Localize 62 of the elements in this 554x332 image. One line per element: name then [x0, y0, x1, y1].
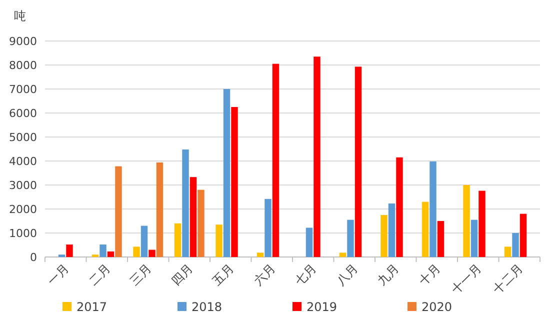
bar: [140, 226, 148, 257]
bar: [470, 220, 478, 257]
x-tick-label: 二月: [86, 261, 113, 288]
x-tick-label: 七月: [292, 261, 320, 288]
bar: [156, 162, 164, 257]
x-tick-label: 一月: [44, 261, 72, 288]
x-tick-label: 十月: [416, 261, 443, 288]
bar: [430, 161, 436, 257]
y-tick-label: 5000: [9, 131, 37, 144]
bar: [100, 244, 106, 257]
y-axis-title: 吨: [14, 9, 26, 23]
bar: [133, 246, 140, 257]
legend-label: 2017: [76, 300, 108, 314]
bar: [115, 166, 122, 257]
bar: [107, 251, 114, 257]
bar: [223, 89, 230, 257]
bar: [66, 244, 73, 257]
bar: [198, 190, 204, 257]
x-tick-label: 四月: [168, 261, 196, 288]
x-tick-label: 三月: [127, 261, 154, 288]
bar: [231, 107, 238, 257]
y-tick-label: 0: [30, 251, 37, 264]
bar: [347, 220, 354, 257]
bar: [504, 246, 512, 257]
bar: [174, 223, 182, 257]
bar: [306, 228, 313, 257]
bar: [422, 202, 429, 257]
y-tick-label: 2000: [9, 203, 37, 216]
bar: [512, 233, 519, 257]
bar: [272, 64, 280, 257]
bar: [437, 221, 444, 257]
legend-label: 2020: [422, 300, 452, 314]
x-tick-label: 十二月: [490, 261, 526, 297]
y-tick-label: 7000: [9, 83, 37, 96]
bar: [190, 177, 197, 257]
bar: [396, 157, 403, 257]
y-tick-label: 6000: [9, 107, 37, 120]
x-tick-label: 八月: [334, 261, 360, 288]
bar: [478, 190, 486, 257]
y-tick-label: 9000: [9, 35, 37, 48]
bar: [388, 203, 396, 257]
bar: [148, 250, 156, 257]
y-tick-label: 8000: [9, 59, 37, 72]
legend-label: 2018: [192, 300, 222, 314]
bar: [339, 252, 346, 257]
bar: [354, 66, 362, 257]
y-tick-label: 4000: [9, 155, 37, 168]
bar: [264, 198, 272, 257]
bar: [182, 149, 189, 257]
bar: [463, 185, 470, 257]
y-tick-label: 1000: [9, 227, 37, 240]
legend-label: 2019: [306, 300, 338, 314]
x-tick-label: 六月: [251, 261, 278, 288]
bar: [256, 252, 264, 257]
bar: [380, 215, 388, 257]
bar: [216, 224, 222, 257]
bar: [314, 56, 320, 257]
x-tick-label: 九月: [374, 261, 402, 288]
x-tick-label: 五月: [210, 261, 237, 288]
x-tick-label: 十一月: [448, 261, 484, 297]
bar: [520, 214, 527, 257]
y-tick-label: 3000: [9, 179, 37, 192]
